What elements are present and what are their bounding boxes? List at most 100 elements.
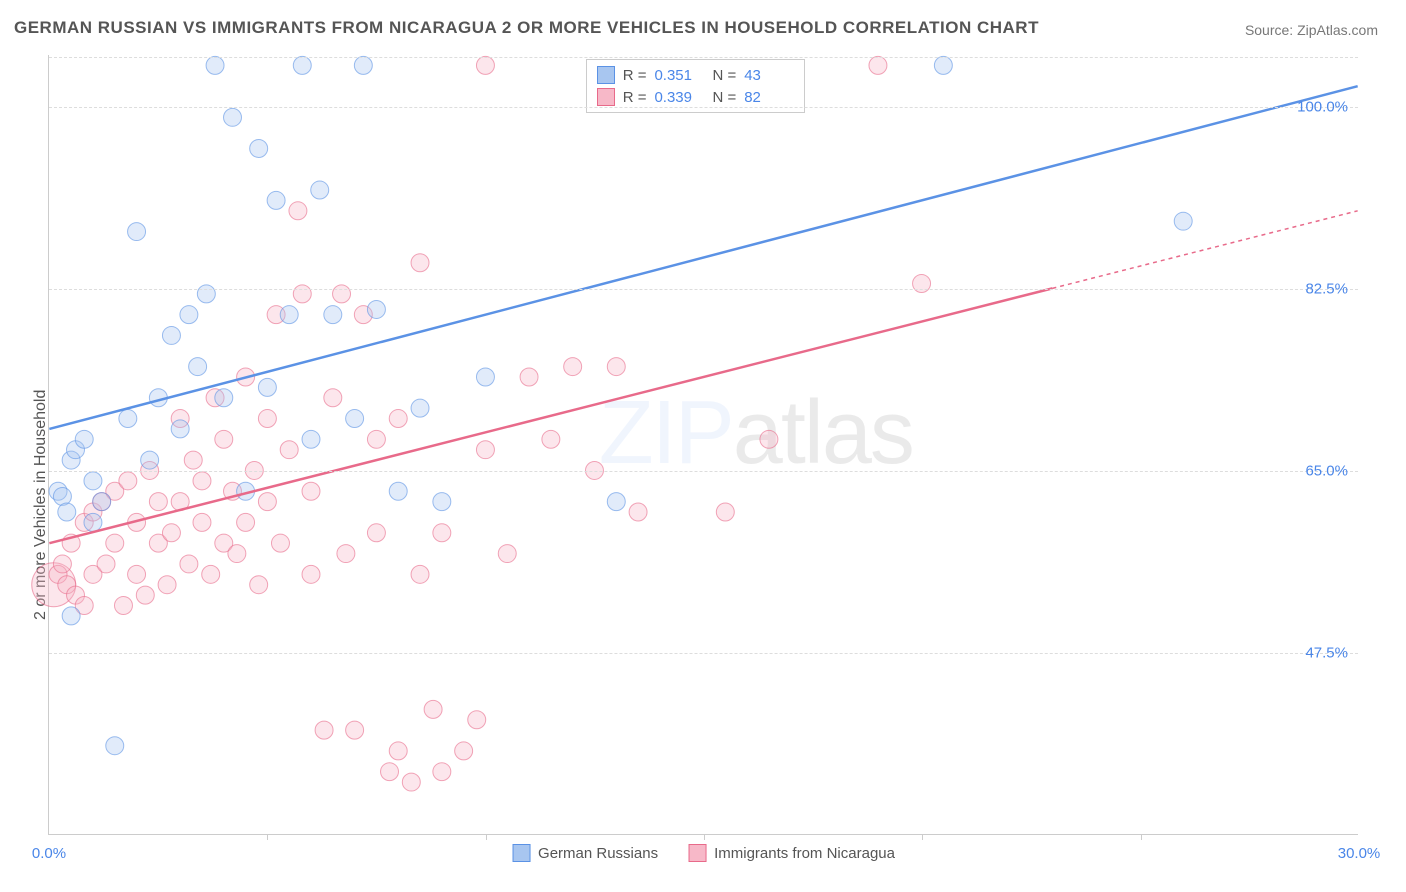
legend-item-2: Immigrants from Nicaragua <box>688 844 895 862</box>
gridline-h <box>49 653 1358 654</box>
data-point <box>271 534 289 552</box>
legend-swatch-1 <box>597 66 615 84</box>
legend-r-label: R = <box>623 67 647 84</box>
y-tick-label: 65.0% <box>1305 463 1348 480</box>
data-point <box>354 56 372 74</box>
x-tick-mark <box>704 834 705 840</box>
data-point <box>53 555 71 573</box>
data-point <box>136 586 154 604</box>
data-point <box>293 56 311 74</box>
data-point <box>607 358 625 376</box>
data-point <box>389 482 407 500</box>
data-point <box>106 534 124 552</box>
data-point <box>869 56 887 74</box>
plot-area: ZIPatlas R = 0.351 N = 43 R = 0.339 N = … <box>48 55 1358 835</box>
x-tick-label: 30.0% <box>1338 845 1381 862</box>
data-point <box>189 358 207 376</box>
data-point <box>206 56 224 74</box>
data-point <box>311 181 329 199</box>
data-point <box>149 493 167 511</box>
gridline-h <box>49 471 1358 472</box>
data-point <box>215 389 233 407</box>
y-tick-label: 100.0% <box>1297 99 1348 116</box>
data-point <box>128 565 146 583</box>
legend-bottom-swatch-1 <box>512 844 530 862</box>
data-point <box>346 410 364 428</box>
data-point <box>84 513 102 531</box>
gridline-h <box>49 57 1358 58</box>
legend-n-label: N = <box>712 67 736 84</box>
legend-swatch-2 <box>597 88 615 106</box>
data-point <box>119 472 137 490</box>
data-point <box>333 285 351 303</box>
data-point <box>62 607 80 625</box>
x-tick-mark <box>922 834 923 840</box>
legend-row-series-1: R = 0.351 N = 43 <box>597 64 795 86</box>
data-point <box>258 378 276 396</box>
data-point <box>267 191 285 209</box>
data-point <box>476 56 494 74</box>
data-point <box>498 545 516 563</box>
data-point <box>193 472 211 490</box>
data-point <box>716 503 734 521</box>
x-tick-label: 0.0% <box>32 845 66 862</box>
data-point <box>280 441 298 459</box>
data-point <box>258 410 276 428</box>
data-point <box>224 108 242 126</box>
data-point <box>542 430 560 448</box>
x-tick-mark <box>486 834 487 840</box>
legend-bottom-label-2: Immigrants from Nicaragua <box>714 845 895 862</box>
data-point <box>180 306 198 324</box>
legend-n-label: N = <box>712 89 736 106</box>
data-point <box>346 721 364 739</box>
legend-series-names: German Russians Immigrants from Nicaragu… <box>512 844 895 862</box>
x-tick-mark <box>267 834 268 840</box>
data-point <box>114 597 132 615</box>
data-point <box>180 555 198 573</box>
data-point <box>389 410 407 428</box>
data-point <box>202 565 220 583</box>
data-point <box>215 430 233 448</box>
trend-line-extrapolated <box>1052 211 1357 289</box>
data-point <box>315 721 333 739</box>
chart-title: GERMAN RUSSIAN VS IMMIGRANTS FROM NICARA… <box>14 18 1039 38</box>
data-point <box>367 524 385 542</box>
data-point <box>97 555 115 573</box>
legend-bottom-swatch-2 <box>688 844 706 862</box>
data-point <box>629 503 647 521</box>
data-point <box>411 399 429 417</box>
data-point <box>58 503 76 521</box>
data-point <box>302 565 320 583</box>
data-point <box>389 742 407 760</box>
chart-svg <box>49 55 1358 834</box>
legend-r-value-2: 0.339 <box>654 89 704 106</box>
data-point <box>162 326 180 344</box>
data-point <box>476 441 494 459</box>
data-point <box>760 430 778 448</box>
data-point <box>171 420 189 438</box>
y-tick-label: 82.5% <box>1305 281 1348 298</box>
data-point <box>934 56 952 74</box>
data-point <box>367 300 385 318</box>
data-point <box>84 472 102 490</box>
data-point <box>607 493 625 511</box>
data-point <box>293 285 311 303</box>
data-point <box>324 389 342 407</box>
data-point <box>228 545 246 563</box>
gridline-h <box>49 107 1358 108</box>
gridline-h <box>49 289 1358 290</box>
legend-item-1: German Russians <box>512 844 658 862</box>
data-point <box>468 711 486 729</box>
legend-r-value-1: 0.351 <box>654 67 704 84</box>
data-point <box>564 358 582 376</box>
data-point <box>433 493 451 511</box>
data-point <box>433 763 451 781</box>
data-point <box>1174 212 1192 230</box>
x-tick-mark <box>1141 834 1142 840</box>
data-point <box>128 223 146 241</box>
data-point <box>455 742 473 760</box>
data-point <box>411 565 429 583</box>
data-point <box>302 430 320 448</box>
legend-r-label: R = <box>623 89 647 106</box>
data-point <box>162 524 180 542</box>
